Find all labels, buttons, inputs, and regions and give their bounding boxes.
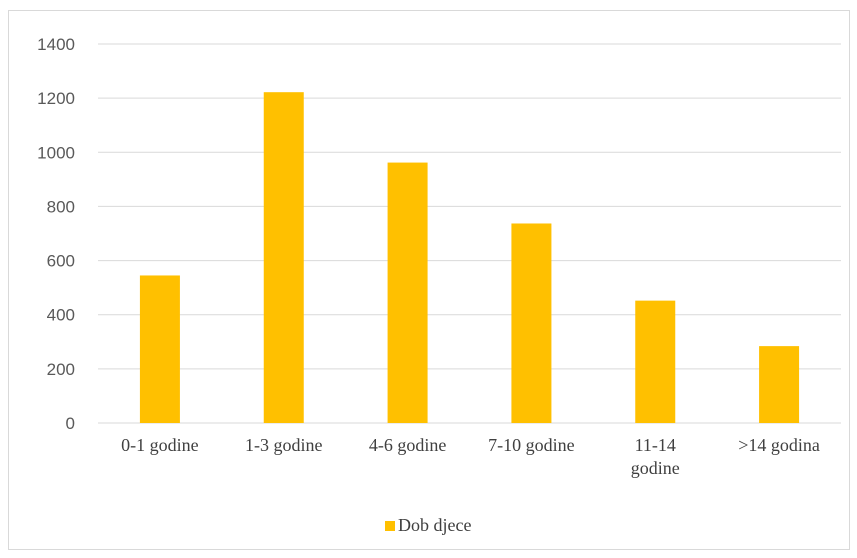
bar bbox=[511, 223, 552, 423]
gridlines bbox=[98, 43, 841, 424]
x-tick-label: 7-10 godine bbox=[488, 435, 574, 455]
y-tick-label: 200 bbox=[47, 360, 75, 379]
y-tick-label: 1400 bbox=[37, 35, 75, 54]
y-axis-ticks: 0 200 400 600 800 1000 1200 1400 bbox=[37, 35, 75, 433]
y-tick-label: 400 bbox=[47, 306, 75, 325]
x-tick-label: 11-14 godine bbox=[631, 435, 680, 478]
bar bbox=[387, 162, 428, 423]
y-tick-label: 0 bbox=[66, 414, 75, 433]
legend-swatch-dob-djece bbox=[385, 521, 395, 531]
bar bbox=[759, 346, 800, 423]
chart-area: 0 200 400 600 800 1000 1200 1400 0-1 godine 1-3 … bbox=[8, 10, 850, 550]
legend-label-dob-djece: Dob djece bbox=[398, 515, 471, 535]
x-tick-label: 4-6 godine bbox=[369, 435, 446, 455]
bar bbox=[635, 300, 676, 423]
y-tick-label: 600 bbox=[47, 252, 75, 271]
bar bbox=[263, 92, 304, 424]
y-tick-label: 1200 bbox=[37, 89, 75, 108]
legend: Dob djece bbox=[385, 515, 471, 535]
x-tick-label: >14 godina bbox=[738, 435, 820, 455]
bars bbox=[139, 92, 800, 424]
bar bbox=[139, 275, 180, 423]
y-tick-label: 800 bbox=[47, 197, 75, 216]
y-tick-label: 1000 bbox=[37, 143, 75, 162]
x-axis-ticks: 0-1 godine 1-3 godine 4-6 godine 7-10 godin… bbox=[121, 435, 820, 478]
x-tick-label: 1-3 godine bbox=[245, 435, 322, 455]
x-tick-label: 0-1 godine bbox=[121, 435, 198, 455]
bar-chart: 0 200 400 600 800 1000 1200 1400 0-1 godine 1-3 … bbox=[37, 35, 841, 535]
